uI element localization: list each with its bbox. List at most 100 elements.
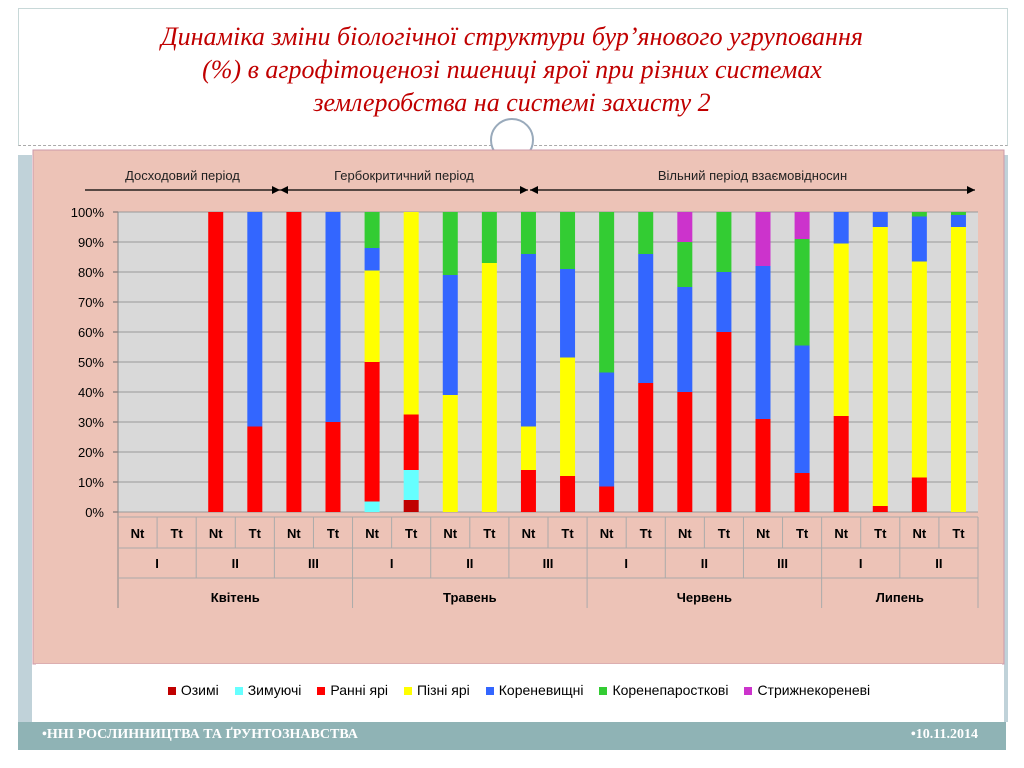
x-tick-label: Tt (718, 526, 731, 541)
bar-segment (442, 395, 458, 512)
phase-label: II (466, 556, 473, 571)
bar-segment (403, 470, 419, 500)
bar-segment (364, 362, 380, 502)
period-label: Гербокритичний період (334, 168, 474, 183)
legend-item: Ранні ярі (317, 682, 388, 698)
side-strip (18, 155, 32, 722)
x-tick-label: Nt (913, 526, 927, 541)
bar-segment (677, 287, 693, 392)
bar-segment (950, 212, 966, 215)
bar-segment (442, 212, 458, 275)
bar-segment (599, 212, 615, 373)
period-label: Вільний період взаємовідносин (658, 168, 847, 183)
arrow-head (530, 186, 538, 194)
x-tick-label: Tt (170, 526, 183, 541)
bar-segment (911, 216, 927, 262)
x-tick-label: Nt (209, 526, 223, 541)
side-strip (1004, 155, 1008, 722)
arrow-head (280, 186, 288, 194)
legend-label: Пізні ярі (416, 682, 470, 698)
bar-segment (599, 486, 615, 512)
phase-label: III (543, 556, 554, 571)
month-label: Липень (876, 590, 924, 605)
month-label: Квітень (211, 590, 260, 605)
legend-item: Зимуючі (234, 682, 302, 698)
bar-segment (911, 477, 927, 512)
month-label: Червень (677, 590, 732, 605)
y-tick-label: 40% (78, 385, 104, 400)
bar-segment (716, 332, 732, 512)
legend-label: Озимі (180, 682, 219, 698)
arrow-head (520, 186, 528, 194)
x-tick-label: Tt (327, 526, 340, 541)
bar-segment (755, 212, 771, 266)
legend-swatch (317, 687, 326, 695)
footer-left: •ННІ РОСЛИННИЦТВА ТА ҐРУНТОЗНАВСТВА (42, 727, 358, 742)
x-tick-label: Tt (952, 526, 965, 541)
bar-segment (286, 212, 302, 512)
legend-item: Пізні ярі (403, 682, 470, 698)
bar-segment (403, 500, 419, 512)
bar-segment (911, 261, 927, 478)
bar-segment (247, 212, 263, 427)
bar-segment (325, 422, 341, 512)
bar-segment (325, 212, 341, 422)
legend-swatch (485, 687, 494, 695)
bar-segment (755, 266, 771, 419)
y-tick-label: 90% (78, 235, 104, 250)
x-tick-label: Tt (483, 526, 496, 541)
bar-segment (208, 212, 224, 512)
x-tick-label: Tt (561, 526, 574, 541)
bar-segment (794, 212, 810, 239)
legend-swatch (167, 687, 176, 695)
bar-segment (364, 270, 380, 362)
phase-label: I (155, 556, 159, 571)
legend-label: Стрижнекореневі (757, 682, 871, 698)
bar-segment (520, 426, 536, 470)
footer: •ННІ РОСЛИННИЦТВА ТА ҐРУНТОЗНАВСТВА •10.… (18, 722, 1006, 750)
y-tick-label: 100% (71, 205, 105, 220)
bar-segment (481, 263, 497, 512)
legend-label: Зимуючі (247, 682, 302, 698)
bar-segment (677, 242, 693, 287)
x-tick-label: Nt (287, 526, 301, 541)
legend-swatch (234, 687, 243, 695)
bar-segment (794, 345, 810, 473)
legend-label: Коренепаросткові (612, 682, 729, 698)
footer-right: •10.11.2014 (910, 727, 978, 742)
bar-segment (560, 212, 576, 269)
bar-segment (364, 501, 380, 512)
bar-segment (520, 212, 536, 254)
bar-segment (950, 215, 966, 227)
bar-segment (560, 269, 576, 358)
bar-segment (442, 275, 458, 395)
x-tick-label: Nt (365, 526, 379, 541)
y-tick-label: 0% (85, 505, 104, 520)
bar-segment (716, 272, 732, 332)
legend-swatch (403, 687, 412, 695)
arrow-head (967, 186, 975, 194)
bar-segment (364, 212, 380, 248)
x-tick-label: Nt (443, 526, 457, 541)
phase-label: I (859, 556, 863, 571)
bar-segment (716, 212, 732, 272)
legend: Озимі Зимуючі Ранні ярі Пізні ярі Кореневищн… (36, 664, 1002, 716)
phase-label: III (308, 556, 319, 571)
phase-label: I (624, 556, 628, 571)
bar-segment (599, 372, 615, 487)
bar-segment (677, 212, 693, 242)
bar-segment (677, 392, 693, 512)
legend-swatch (599, 687, 608, 695)
month-label: Травень (443, 590, 497, 605)
x-tick-label: Tt (796, 526, 809, 541)
legend-label: Ранні ярі (330, 682, 388, 698)
x-tick-label: Nt (678, 526, 692, 541)
legend-item: Озимі (167, 682, 219, 698)
bar-segment (403, 414, 419, 470)
phase-label: II (701, 556, 708, 571)
title-line: (%) в агрофітоценозі пшениці ярої при рі… (202, 55, 822, 84)
bar-segment (520, 470, 536, 512)
y-tick-label: 10% (78, 475, 104, 490)
